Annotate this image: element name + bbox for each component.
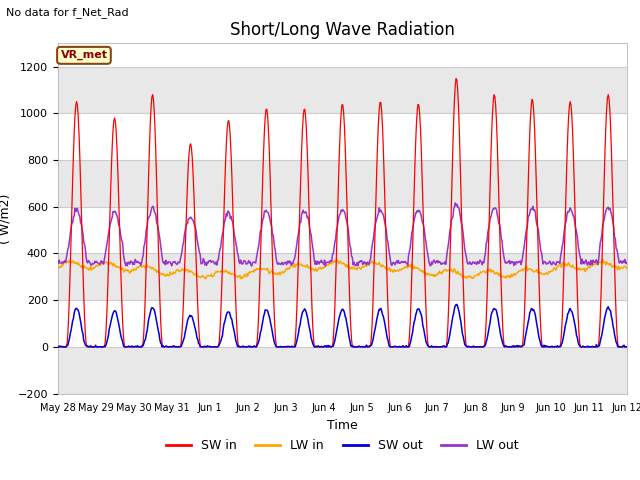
Bar bbox=[58, 67, 627, 113]
Text: VR_met: VR_met bbox=[60, 50, 108, 60]
Bar bbox=[58, 347, 627, 394]
Legend: SW in, LW in, SW out, LW out: SW in, LW in, SW out, LW out bbox=[161, 434, 524, 457]
Text: No data for f_Net_Rad: No data for f_Net_Rad bbox=[6, 7, 129, 18]
X-axis label: Time: Time bbox=[327, 419, 358, 432]
Y-axis label: ( W/m2): ( W/m2) bbox=[0, 193, 12, 243]
Title: Short/Long Wave Radiation: Short/Long Wave Radiation bbox=[230, 21, 455, 39]
Bar bbox=[58, 253, 627, 300]
Bar bbox=[58, 160, 627, 207]
